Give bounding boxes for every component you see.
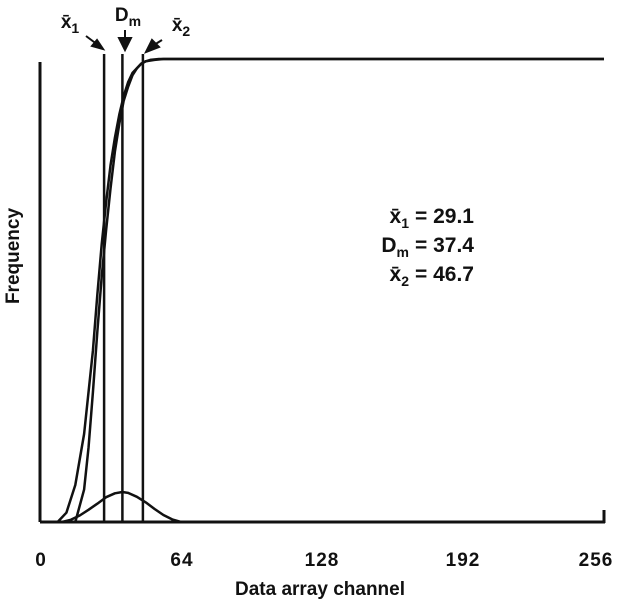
x-tick-label: 64 — [170, 550, 193, 571]
marker-x1-label: x̄1 — [61, 12, 80, 36]
curves-group — [56, 57, 604, 524]
stat-dm-value: = 37.4 — [415, 234, 474, 257]
stat-x2-label: x̄2 — [390, 263, 410, 289]
stat-x1-label: x̄1 — [390, 205, 410, 231]
stat-x2-value: = 46.7 — [415, 263, 474, 286]
arrow-x2-head — [143, 38, 161, 54]
marker-x2-label: x̄2 — [172, 15, 191, 39]
cumulative-curve-1 — [56, 57, 604, 523]
marker-arrows — [85, 30, 163, 54]
x-tick-label: 0 — [35, 550, 47, 571]
x-tick-label: 192 — [446, 550, 481, 571]
x-tick-label: 256 — [579, 550, 614, 571]
reference-lines-group — [102, 54, 145, 522]
x-axis-title: Data array channel — [235, 579, 405, 600]
arrow-dm-head — [117, 37, 133, 53]
stat-dm-label: Dm — [381, 234, 409, 260]
x-tick-label: 128 — [305, 550, 340, 571]
arrow-x1-head — [90, 38, 106, 51]
y-axis-title: Frequency — [3, 208, 24, 305]
cumulative-curve-2 — [74, 57, 604, 523]
marker-dm-label: Dm — [115, 5, 141, 29]
stat-x1-value: = 29.1 — [415, 205, 474, 228]
